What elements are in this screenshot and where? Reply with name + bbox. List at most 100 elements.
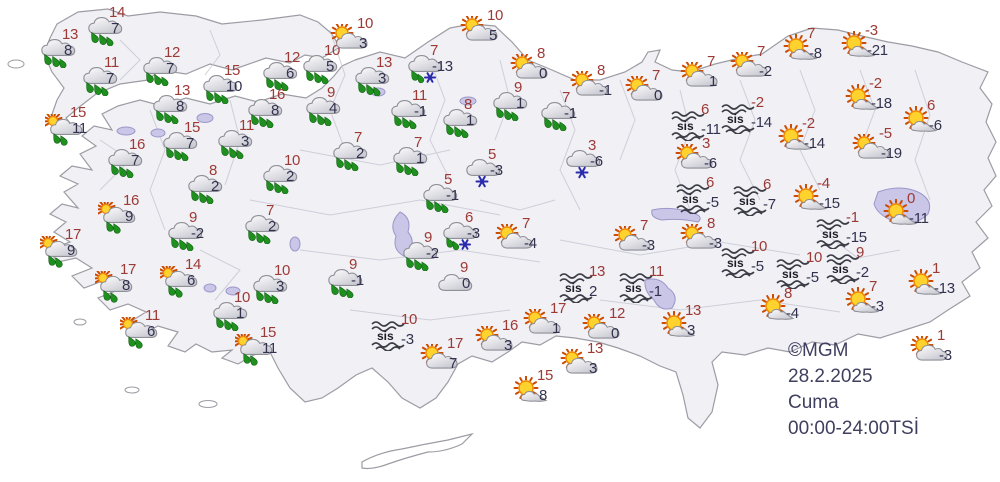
high-temp: -4 bbox=[817, 175, 830, 192]
rain-icon bbox=[538, 99, 578, 132]
high-temp: 10 bbox=[284, 152, 301, 169]
low-temp: -3 bbox=[642, 237, 655, 254]
cloud-icon bbox=[435, 269, 475, 301]
low-temp: -6 bbox=[929, 117, 942, 134]
low-temp: 3 bbox=[276, 278, 285, 295]
weather-station: -2 -18 bbox=[842, 76, 892, 116]
snow-icon bbox=[463, 156, 503, 188]
high-temp: 14 bbox=[185, 256, 202, 273]
high-temp: 15 bbox=[184, 119, 201, 136]
low-temp: 11 bbox=[262, 340, 277, 357]
low-temp: 7 bbox=[111, 20, 120, 37]
rain-icon bbox=[440, 106, 480, 139]
low-temp: -18 bbox=[871, 95, 892, 112]
weather-station: 7 -8 bbox=[780, 26, 822, 66]
weather-station: 10 3 bbox=[250, 263, 290, 305]
svg-text:sis: sis bbox=[727, 112, 744, 126]
weather-station: 13 3 bbox=[560, 341, 603, 381]
high-temp: 11 bbox=[412, 87, 427, 104]
rain-snow-icon bbox=[440, 219, 480, 251]
weather-station: 1 -13 bbox=[905, 261, 955, 301]
high-temp: 10 bbox=[324, 42, 341, 59]
low-temp: 9 bbox=[125, 208, 134, 225]
high-temp: 15 bbox=[537, 367, 554, 384]
weather-station: sis -2 -14 bbox=[720, 95, 772, 135]
sun-rain-icon bbox=[96, 199, 138, 234]
high-temp: 3 bbox=[588, 137, 597, 154]
high-temp: 8 bbox=[464, 96, 473, 113]
weather-station: sis 6 -7 bbox=[732, 177, 776, 217]
low-temp: 8 bbox=[64, 42, 73, 59]
weather-station: 3 -6 bbox=[675, 136, 717, 176]
high-temp: 8 bbox=[707, 215, 716, 232]
low-temp: -3 bbox=[871, 298, 884, 315]
high-temp: 17 bbox=[65, 226, 82, 243]
high-temp: 1 bbox=[937, 327, 946, 344]
weather-station: 10 5 bbox=[300, 43, 340, 85]
weather-station: 10 1 bbox=[210, 290, 250, 332]
low-temp: 3 bbox=[687, 322, 696, 339]
high-temp: -3 bbox=[865, 22, 878, 39]
low-temp: 8 bbox=[271, 102, 280, 119]
sun-cloud-icon bbox=[730, 49, 770, 84]
weather-station: 17 8 bbox=[93, 262, 136, 303]
low-temp: -15 bbox=[846, 229, 867, 246]
low-temp: 2 bbox=[268, 218, 277, 235]
weather-station: 13 8 bbox=[38, 27, 78, 69]
high-temp: 6 bbox=[701, 101, 710, 118]
high-temp: 9 bbox=[460, 259, 469, 276]
low-temp: 3 bbox=[241, 133, 250, 150]
low-temp: 0 bbox=[462, 275, 471, 292]
high-temp: 10 bbox=[274, 262, 291, 279]
low-temp: 1 bbox=[552, 320, 561, 337]
low-temp: -4 bbox=[524, 235, 537, 252]
sun-icon bbox=[842, 286, 882, 319]
high-temp: 7 bbox=[430, 42, 439, 59]
low-temp: 7 bbox=[449, 355, 458, 372]
high-temp: 17 bbox=[447, 335, 464, 352]
weather-station: sis -1 -15 bbox=[815, 210, 867, 250]
high-temp: 11 bbox=[649, 263, 664, 280]
fog-icon: sis bbox=[775, 257, 815, 290]
low-temp: 2 bbox=[286, 168, 295, 185]
weather-station: sis 10 -3 bbox=[370, 312, 417, 352]
high-temp: 10 bbox=[234, 289, 251, 306]
weather-station: 7 -2 bbox=[730, 44, 772, 84]
weather-station: 3 -6 bbox=[563, 138, 603, 179]
low-temp: -6 bbox=[590, 153, 603, 170]
low-temp: -14 bbox=[751, 114, 772, 131]
fog-icon: sis bbox=[825, 252, 865, 285]
sun-cloud-icon bbox=[582, 311, 622, 346]
low-temp: 3 bbox=[359, 35, 368, 52]
sun-cloud-icon bbox=[625, 73, 665, 108]
svg-text:sis: sis bbox=[682, 192, 699, 206]
high-temp: -2 bbox=[869, 75, 882, 92]
weather-station: -2 -14 bbox=[775, 116, 825, 156]
svg-text:sis: sis bbox=[677, 119, 694, 133]
low-temp: -8 bbox=[809, 45, 822, 62]
high-temp: 3 bbox=[702, 135, 711, 152]
low-temp: 8 bbox=[539, 387, 548, 404]
rain-icon bbox=[80, 64, 120, 97]
anatolia-landmass bbox=[46, 23, 997, 429]
low-temp: -1 bbox=[564, 105, 577, 122]
weather-station: sis 6 -5 bbox=[675, 175, 719, 215]
weather-station: 0 -11 bbox=[880, 191, 929, 231]
sun-icon bbox=[905, 268, 945, 301]
high-temp: 17 bbox=[550, 300, 567, 317]
high-temp: 9 bbox=[327, 84, 336, 101]
high-temp: 15 bbox=[260, 324, 277, 341]
weather-station: 7 -3 bbox=[613, 218, 655, 258]
rain-icon bbox=[300, 52, 340, 85]
weather-station: 15 10 bbox=[200, 63, 242, 105]
sun-rain-icon bbox=[38, 233, 80, 268]
high-temp: 15 bbox=[70, 104, 87, 121]
sun-icon bbox=[790, 183, 830, 216]
rain-icon bbox=[210, 299, 250, 332]
sun-cloud-icon bbox=[475, 323, 515, 358]
sun-icon bbox=[842, 83, 882, 116]
fog-icon: sis bbox=[370, 319, 410, 352]
